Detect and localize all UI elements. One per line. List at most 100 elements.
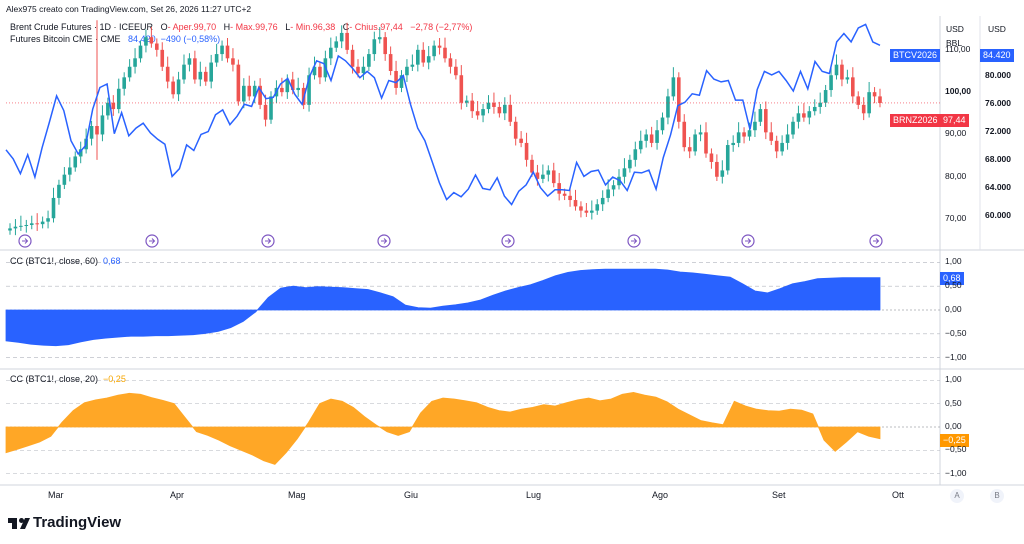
candle-body [660, 117, 665, 131]
candle-body [796, 113, 801, 122]
right-price-tick: 68.000 [985, 154, 1011, 165]
overlay-legend: Futures Bitcoin CME · CME 84,420 −490 (−… [10, 34, 220, 44]
candle-body [791, 121, 795, 135]
change-value: −2,78 (−2,77%) [410, 22, 473, 32]
event-marker-arrow [873, 238, 880, 244]
candle-body [198, 71, 203, 80]
left-scale-unit: BBL [946, 38, 963, 48]
candle-body [541, 174, 545, 179]
candle-body [747, 130, 752, 137]
candle-body [736, 132, 741, 143]
candle-body [269, 96, 273, 120]
candle-body [40, 221, 45, 225]
candle-body [339, 32, 344, 42]
candle-body [551, 170, 556, 184]
candle-body [600, 197, 605, 205]
candle-body [584, 210, 589, 213]
candle-body [122, 77, 126, 89]
event-marker-arrow [265, 238, 272, 244]
candle-body [416, 49, 420, 65]
candle-body [73, 156, 78, 168]
candle-body [214, 54, 219, 63]
symbol-label[interactable]: Brent Crude Futures · 1D · ICEEUR [10, 22, 154, 32]
candle-body [524, 142, 529, 160]
candle-body [388, 54, 393, 71]
candle-body [492, 102, 496, 107]
pane2-legend[interactable]: CC (BTC1!, close, 20) −0,25 [10, 374, 126, 384]
event-marker-arrow [381, 238, 388, 244]
candle-body [508, 104, 513, 122]
btc-overlay-line [5, 23, 881, 206]
candle-body [24, 225, 29, 226]
candle-body [35, 223, 39, 225]
candle-body [258, 85, 262, 105]
cc60-area [5, 268, 881, 347]
overlay-value: 84,420 [128, 34, 156, 44]
candle-body [307, 75, 311, 105]
time-axis-month: Mag [288, 490, 306, 500]
pane2-title: CC (BTC1!, close, 20) [10, 374, 99, 384]
candle-body [638, 140, 643, 150]
open-label: O [160, 22, 168, 32]
candle-body [856, 96, 861, 105]
time-axis-month: Giu [404, 490, 419, 500]
open-value: - Aper.99,70 [167, 22, 217, 32]
candle-body [677, 77, 681, 122]
pane1-tick: 1,00 [945, 256, 962, 267]
candle-body [497, 106, 502, 114]
close-value: - Chius.97,44 [349, 22, 403, 32]
candle-body [611, 185, 616, 190]
candle-body [410, 64, 415, 67]
btc-price-badge: 84.420 [980, 49, 1014, 62]
candle-body [144, 37, 148, 46]
pane1-legend[interactable]: CC (BTC1!, close, 60) 0,68 [10, 256, 121, 266]
candle-body [78, 149, 83, 157]
event-marker-arrow [22, 238, 29, 244]
candle-body [562, 193, 567, 196]
left-price-tick: 80,00 [945, 170, 967, 181]
candle-body [530, 159, 534, 173]
overlay-symbol[interactable]: Futures Bitcoin CME · CME [10, 34, 121, 44]
candle-body [590, 210, 594, 213]
candle-body [361, 66, 366, 74]
candle-body [454, 66, 458, 76]
candle-body [426, 56, 431, 63]
candle-body [182, 64, 186, 80]
tradingview-logo: TradingView [8, 514, 121, 531]
candle-body [709, 153, 714, 162]
candle-body [513, 121, 518, 139]
auto-scale-button[interactable]: A [950, 489, 964, 503]
candle-body [193, 58, 197, 80]
candle-body [617, 176, 621, 186]
candle-body [405, 66, 409, 76]
candle-body [671, 77, 676, 97]
candle-body [753, 121, 757, 131]
candle-body [356, 66, 360, 74]
candle-body [459, 75, 464, 103]
candle-body [715, 161, 719, 177]
tradingview-logo-icon [8, 517, 30, 529]
candle-body [8, 228, 12, 231]
candle-body [872, 92, 877, 97]
pane1-tick: −0,50 [945, 327, 967, 338]
candle-body [443, 47, 447, 59]
left-price-tick: 70,00 [945, 213, 967, 224]
pane1-value-badge: 0,68 [940, 272, 964, 285]
candle-body [486, 102, 491, 110]
candle-body [367, 54, 371, 67]
candle-body [209, 62, 213, 82]
candle-body [655, 130, 659, 143]
pane2-tick: −1,00 [945, 467, 967, 478]
time-axis-month: Apr [170, 490, 185, 500]
candle-body [155, 43, 159, 50]
candle-body [785, 134, 790, 143]
time-axis-month: Lug [526, 490, 542, 500]
candle-body [698, 132, 703, 135]
candle-body [263, 104, 268, 120]
candle-body [758, 109, 763, 122]
candle-body [187, 58, 192, 65]
overlay-change: −490 (−0,58%) [160, 34, 221, 44]
candle-body [464, 100, 469, 103]
log-scale-button[interactable]: B [990, 489, 1004, 503]
